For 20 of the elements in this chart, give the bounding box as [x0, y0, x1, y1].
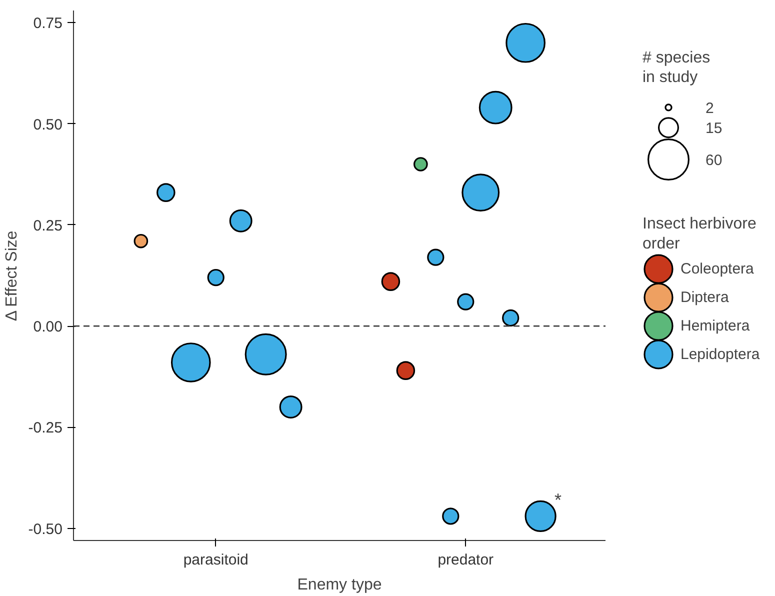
text: # species in study [642, 50, 710, 86]
x-tick-label: predator [438, 552, 494, 568]
legend-label: Lepidoptera [680, 346, 760, 363]
x-tick-label: parasitoid [183, 552, 248, 568]
legend-label: 15 [706, 120, 722, 138]
y-tick-label: 0.75 [33, 15, 63, 32]
legend-label: Coleoptera [680, 260, 755, 278]
x-axis-title: Enemy type [297, 576, 382, 594]
y-tick-label: 0.00 [33, 318, 63, 336]
legend-label: Hemiptera [680, 318, 750, 335]
legend-label: Diptera [680, 289, 730, 306]
annotation: * [554, 490, 562, 510]
legend-title: Insect herbivore order [642, 216, 756, 252]
y-tick-label: 0.50 [33, 116, 63, 134]
y-tick-label: 0.25 [33, 217, 63, 234]
legend-label: 2 [706, 100, 714, 117]
y-tick-label: -0.50 [28, 520, 63, 538]
y-tick-label: -0.25 [28, 420, 63, 437]
y-axis-title: Δ Effect Size [3, 230, 20, 322]
legend-label: 60 [706, 152, 722, 170]
